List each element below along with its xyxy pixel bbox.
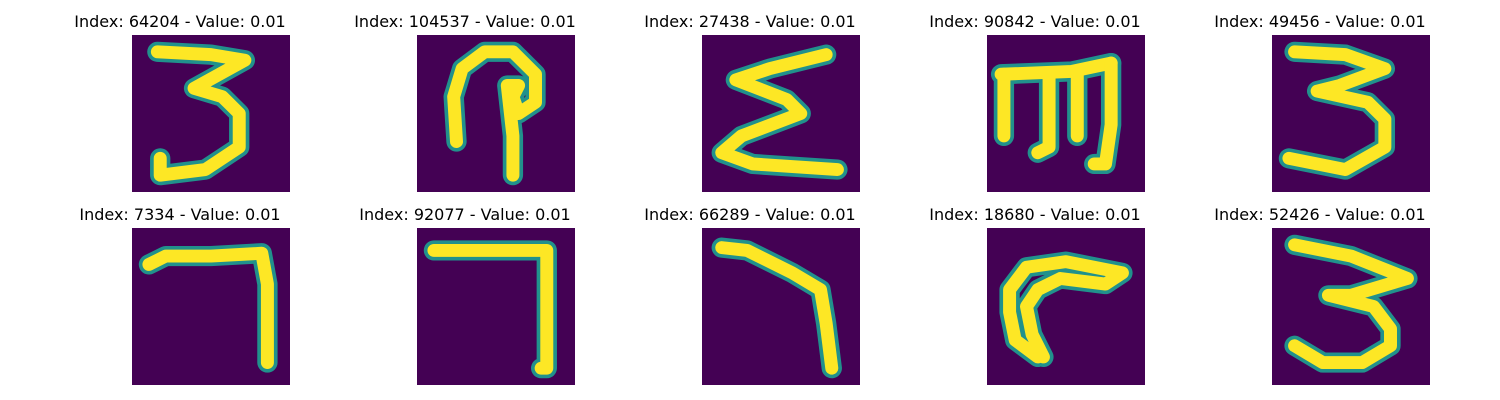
panel-title: Index: 104537 - Value: 0.01 (315, 0, 615, 34)
panel-title-text: 104537 (408, 12, 470, 31)
glyph-stroke (1282, 45, 1392, 177)
panel-value-text: 0.01 (250, 12, 286, 31)
glyph-stroke (447, 45, 542, 182)
panel-value-text: 0.01 (244, 205, 281, 224)
digit-panel: Index: 92077 - Value: 0.01 (315, 193, 615, 385)
panel-title-text: 64204 (128, 12, 180, 31)
panel-value-text: 0.01 (540, 12, 576, 31)
digit-panel: Index: 18680 - Value: 0.01 (885, 193, 1185, 385)
digit-image (132, 228, 290, 385)
panel-title-text: 52426 (1268, 205, 1320, 224)
glyph-stroke (1031, 67, 1056, 160)
digit-image (987, 228, 1145, 385)
digit-panel: Index: 52426 - Value: 0.01 (1170, 193, 1470, 385)
panel-title: Index: 64204 - Value: 0.01 (30, 0, 330, 34)
digit-image (417, 35, 575, 192)
panel-title: Index: 90842 - Value: 0.01 (885, 0, 1185, 34)
digit-image (1272, 228, 1430, 385)
glyph-stroke (150, 45, 252, 182)
digit-panel: Index: 27438 - Value: 0.01 (600, 0, 900, 192)
glyph-stroke (715, 241, 839, 375)
digit-image (1272, 35, 1430, 192)
panel-value-text: 0.01 (535, 205, 571, 224)
panel-value-text: 0.01 (1390, 205, 1426, 224)
digit-panel: Index: 66289 - Value: 0.01 (600, 193, 900, 385)
panel-title: Index: 7334 - Value: 0.01 (30, 193, 330, 227)
digit-panel: Index: 49456 - Value: 0.01 (1170, 0, 1470, 192)
glyph-stroke (1003, 255, 1129, 364)
panel-title-text: 18680 (983, 205, 1035, 224)
glyph-stroke (1087, 56, 1118, 171)
digit-panel: Index: 90842 - Value: 0.01 (885, 0, 1185, 192)
glyph-stroke (142, 246, 274, 370)
glyph-stroke (427, 243, 554, 375)
digit-image (987, 35, 1145, 192)
panel-title-text: 49456 (1268, 12, 1320, 31)
panel-title: Index: 27438 - Value: 0.01 (600, 0, 900, 34)
panel-title-text: 92077 (413, 205, 465, 224)
panel-title-text: 7334 (133, 205, 175, 224)
digit-image (702, 228, 860, 385)
panel-value-text: 0.01 (820, 205, 856, 224)
panel-value-text: 0.01 (1390, 12, 1426, 31)
digit-panel: Index: 64204 - Value: 0.01 (30, 0, 330, 192)
panel-title-text: 90842 (983, 12, 1035, 31)
digit-image (132, 35, 290, 192)
panel-title: Index: 66289 - Value: 0.01 (600, 193, 900, 227)
panel-title-text: 27438 (698, 12, 750, 31)
panel-title: Index: 49456 - Value: 0.01 (1170, 0, 1470, 34)
glyph-stroke (715, 48, 844, 177)
glyph-stroke (1288, 238, 1414, 370)
panel-value-text: 0.01 (1105, 12, 1141, 31)
digit-image (417, 228, 575, 385)
panel-title: Index: 92077 - Value: 0.01 (315, 193, 615, 227)
panel-title: Index: 18680 - Value: 0.01 (885, 193, 1185, 227)
panel-title-text: 66289 (698, 205, 750, 224)
digit-image (702, 35, 860, 192)
digit-panel: Index: 7334 - Value: 0.01 (30, 193, 330, 385)
panel-value-text: 0.01 (1105, 205, 1141, 224)
digit-panel: Index: 104537 - Value: 0.01 (315, 0, 615, 192)
panel-title: Index: 52426 - Value: 0.01 (1170, 193, 1470, 227)
panel-value-text: 0.01 (820, 12, 856, 31)
